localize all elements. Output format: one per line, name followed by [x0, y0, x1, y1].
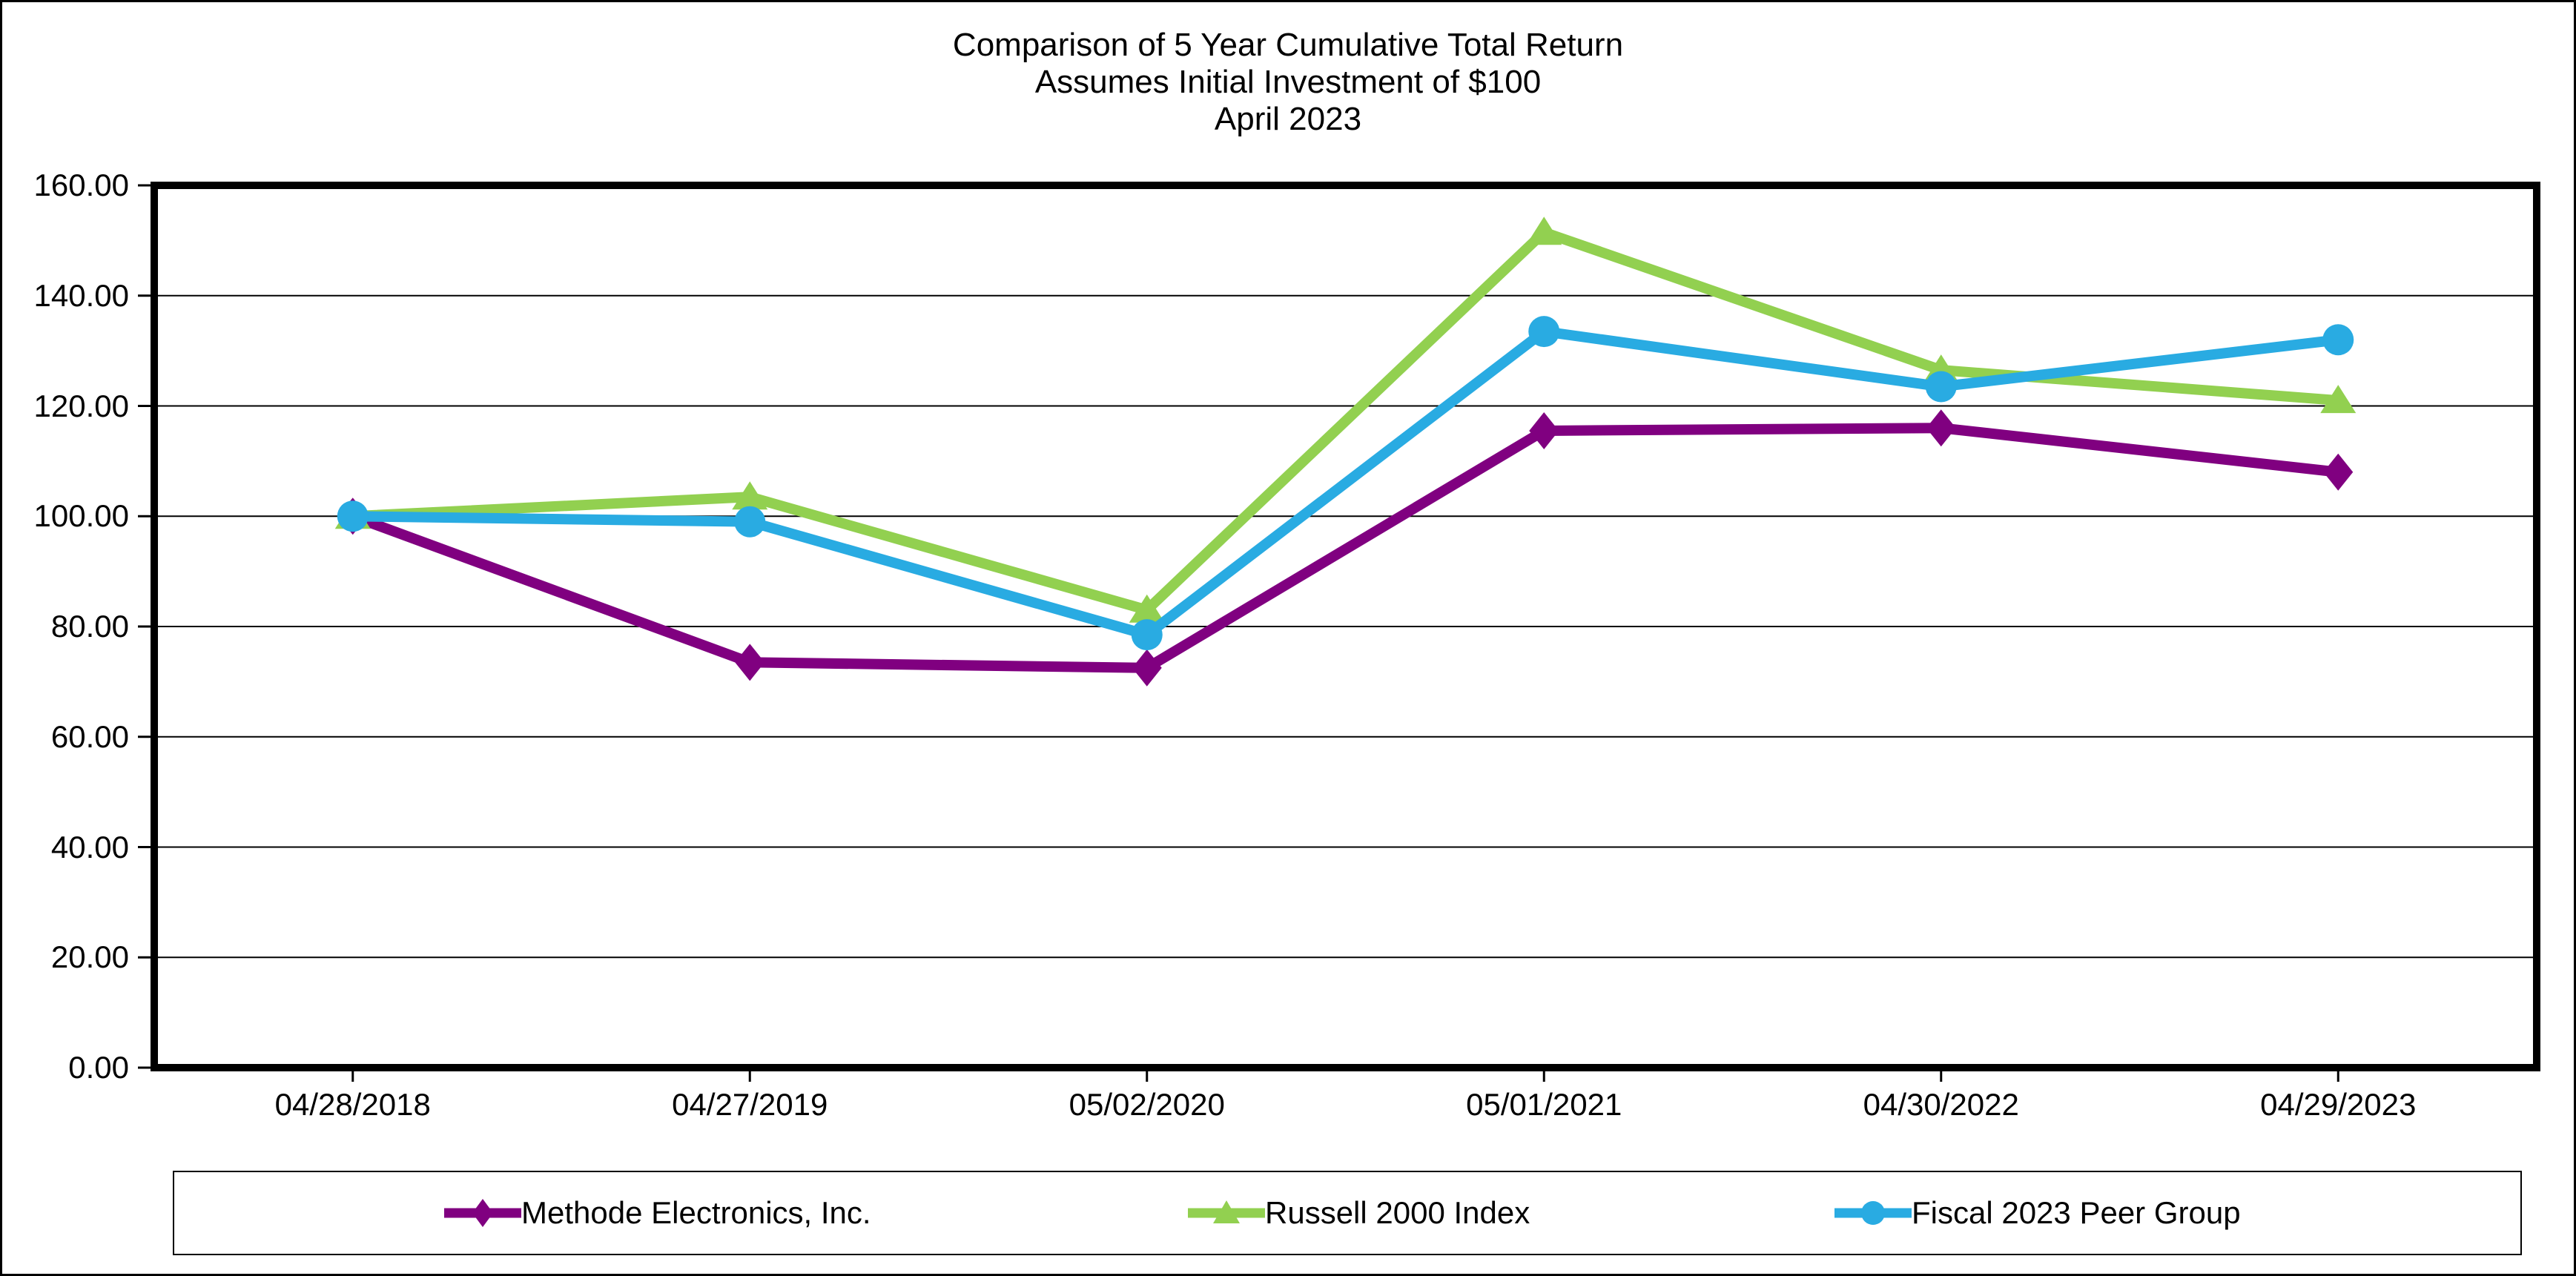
series-marker-2: [2322, 324, 2354, 356]
series-marker-0: [735, 644, 765, 681]
legend-marker-circle-icon: [1834, 1201, 1912, 1225]
series-line-2: [352, 325, 2339, 641]
y-tick-label: 0.00: [68, 1050, 129, 1085]
chart-title-line-1: Comparison of 5 Year Cumulative Total Re…: [952, 27, 1624, 63]
series-marker-2: [1925, 371, 1957, 403]
legend-marker-shape: [1213, 1200, 1240, 1223]
x-tick-label: 05/01/2021: [1466, 1087, 1622, 1122]
chart-title-line-3: April 2023: [1214, 101, 1362, 137]
y-tick-label: 80.00: [50, 609, 129, 644]
y-tick-label: 60.00: [50, 718, 129, 754]
y-tick-label: 160.00: [33, 168, 129, 202]
x-tick-label: 04/27/2019: [672, 1087, 828, 1122]
series-marker-2: [734, 506, 766, 538]
y-tick-label: 120.00: [33, 388, 129, 423]
legend-label-peer-group: Fiscal 2023 Peer Group: [1912, 1195, 2241, 1230]
x-tick-label: 04/30/2022: [1863, 1087, 2019, 1122]
series-marker-0: [1529, 411, 1559, 449]
series-marker-0: [1132, 649, 1162, 687]
series-line-0: [351, 423, 2339, 673]
x-tick-label: 04/28/2018: [274, 1087, 431, 1122]
series-marker-1: [732, 481, 768, 510]
series-marker-0: [2323, 453, 2354, 491]
legend-label-russell: Russell 2000 Index: [1265, 1195, 1530, 1230]
chart-title: Comparison of 5 Year Cumulative Total Re…: [0, 27, 2576, 138]
legend-item-russell: Russell 2000 Index: [1188, 1191, 1530, 1235]
series-marker-1: [1129, 594, 1165, 623]
legend-item-methode: Methode Electronics, Inc.: [444, 1191, 871, 1235]
legend-marker-shape: [472, 1199, 493, 1227]
legend-marker-diamond-icon: [444, 1199, 521, 1227]
series-marker-2: [337, 500, 369, 532]
y-tick-label: 100.00: [33, 498, 129, 534]
series-marker-2: [1131, 619, 1163, 651]
legend-marker-shape: [1861, 1201, 1885, 1225]
x-tick-label: 04/29/2023: [2260, 1087, 2417, 1122]
series-marker-1: [2320, 385, 2357, 414]
legend-box: Methode Electronics, Inc. Russell 2000 I…: [173, 1171, 2522, 1255]
series-marker-0: [1926, 409, 1956, 447]
legend-label-methode: Methode Electronics, Inc.: [521, 1195, 871, 1230]
y-tick-label: 40.00: [50, 829, 129, 865]
legend-marker-triangle-icon: [1188, 1200, 1265, 1223]
chart-title-line-2: Assumes Initial Investment of $100: [1034, 64, 1542, 100]
series-marker-2: [1528, 316, 1560, 348]
y-tick-label: 140.00: [33, 277, 129, 313]
series-marker-1: [1526, 216, 1562, 245]
y-tick-label: 20.00: [50, 939, 129, 975]
x-tick-label: 05/02/2020: [1069, 1087, 1225, 1122]
legend-item-peer-group: Fiscal 2023 Peer Group: [1834, 1191, 2241, 1235]
